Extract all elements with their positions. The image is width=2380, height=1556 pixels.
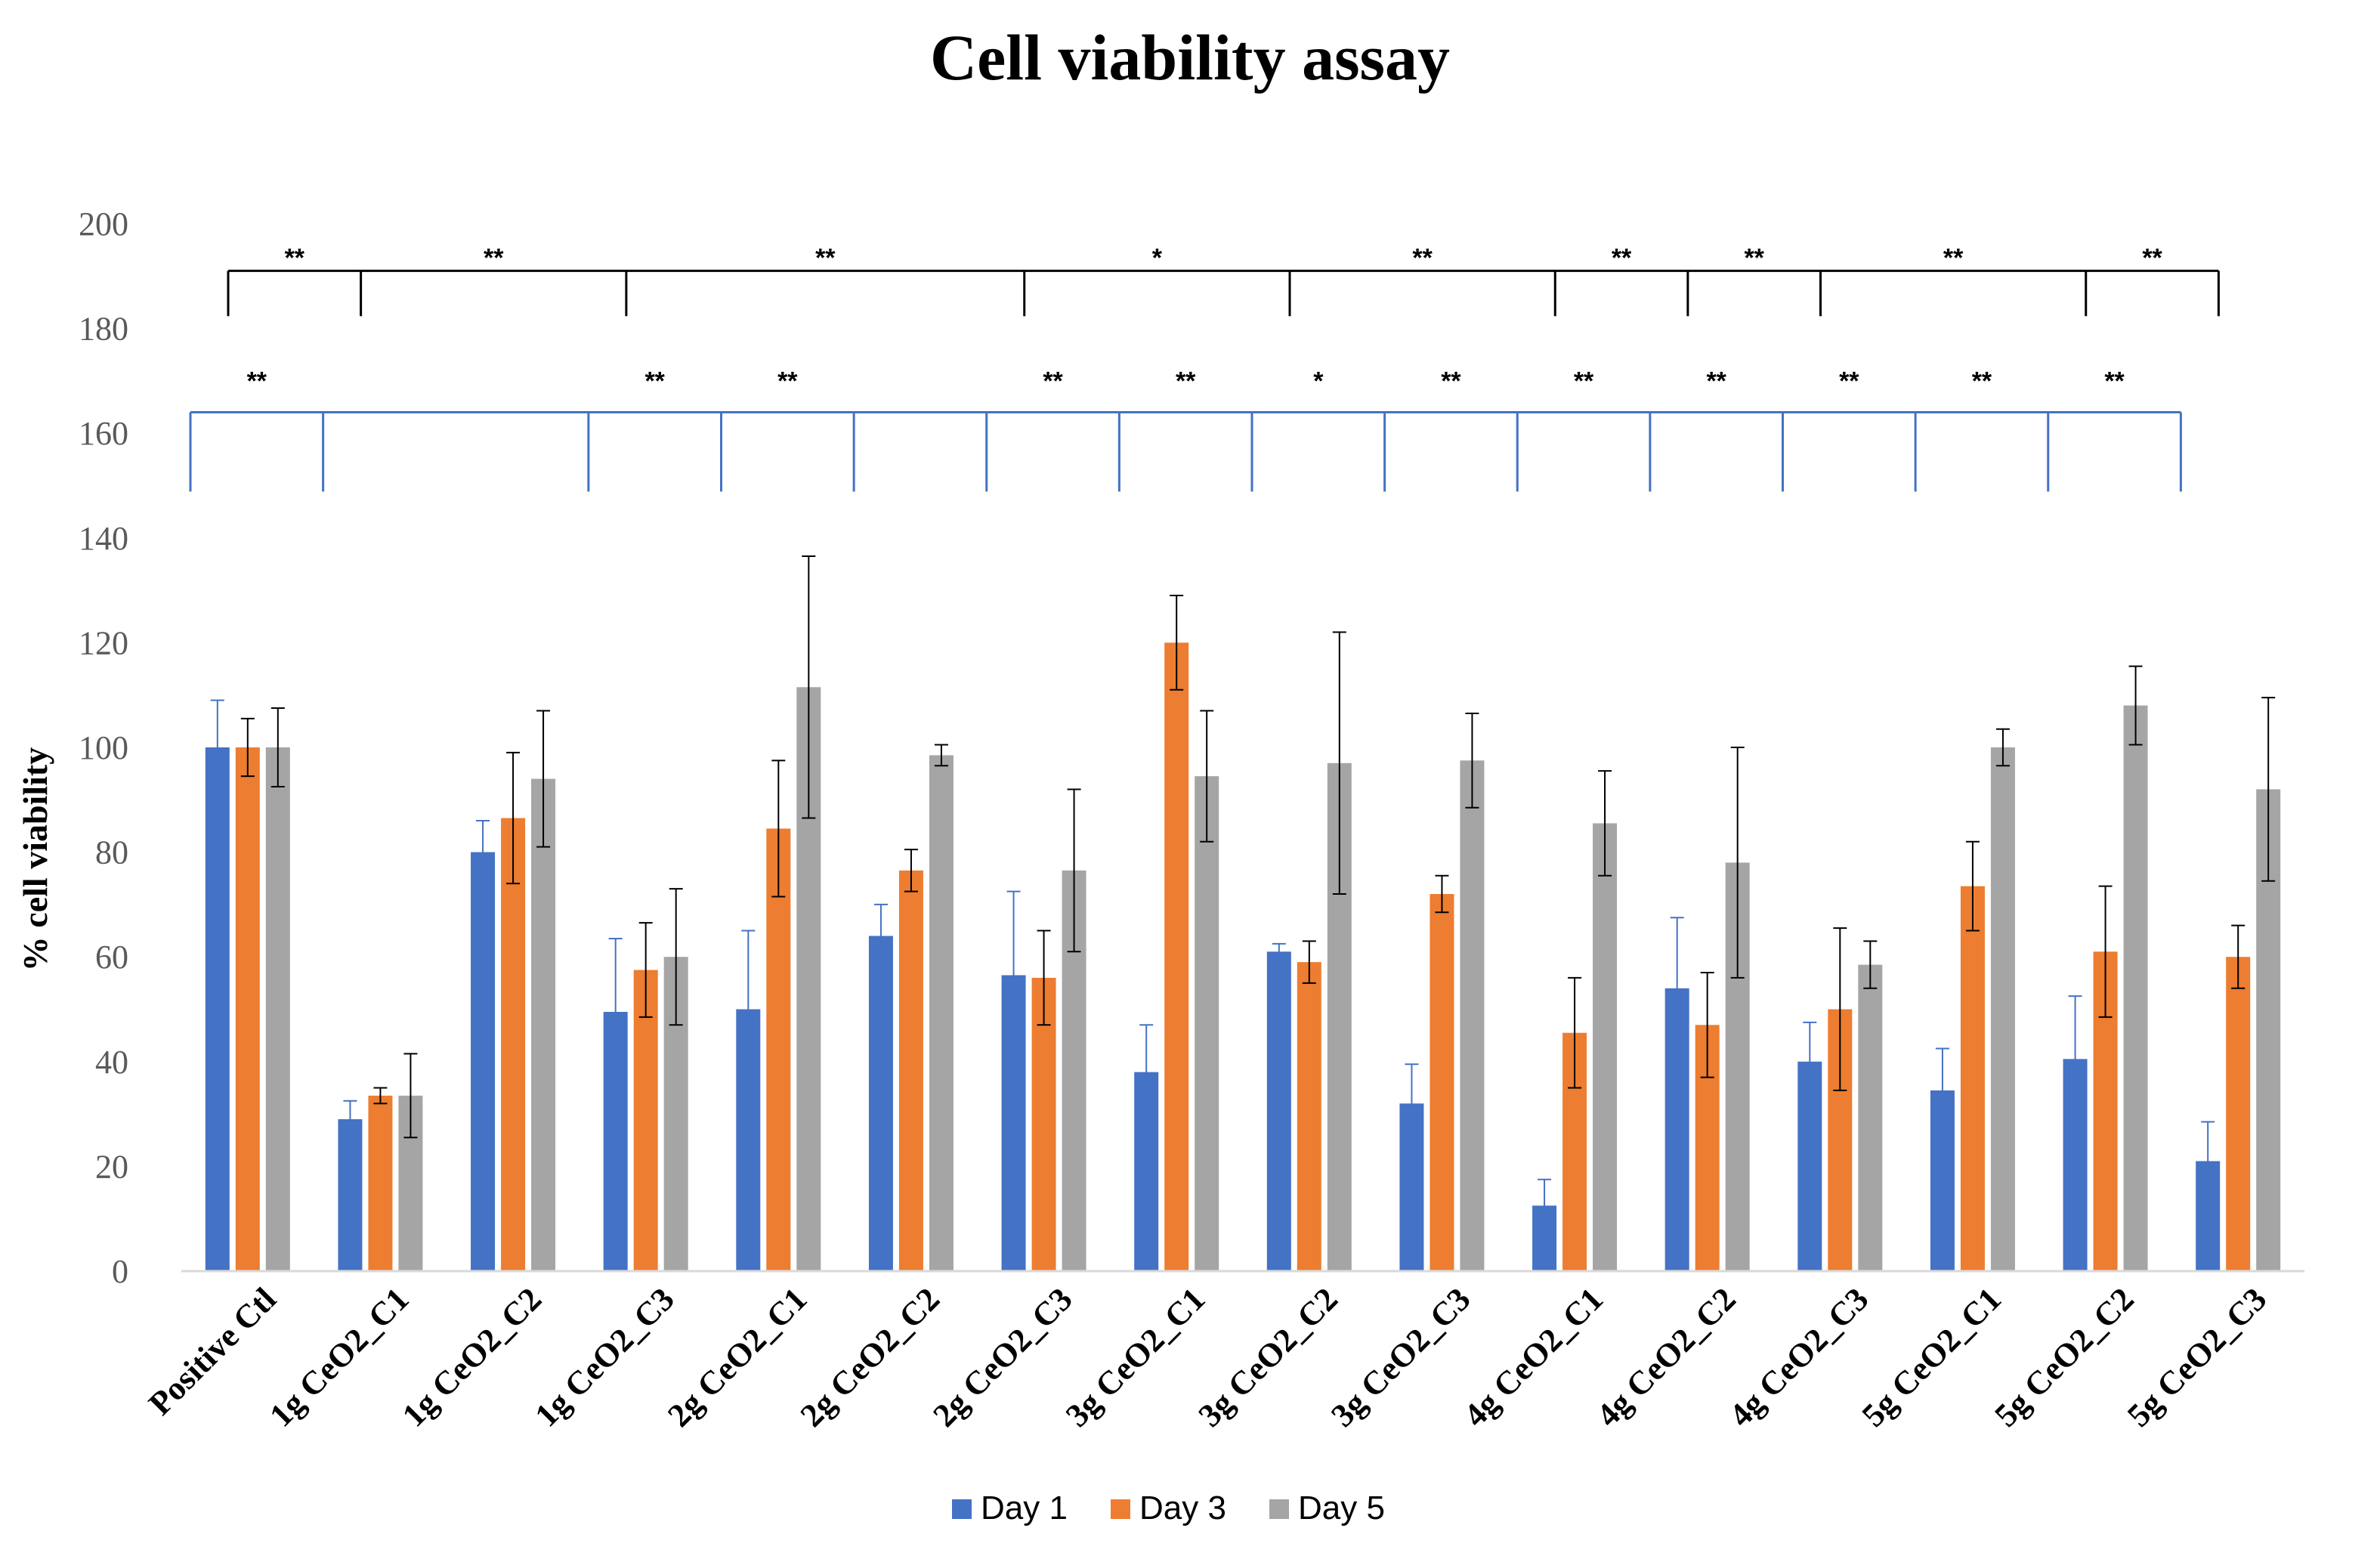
significance-label: **	[1943, 243, 1964, 272]
series-day-5	[265, 555, 2281, 1271]
y-tick-label: 80	[95, 834, 128, 871]
bar	[1266, 951, 1291, 1271]
significance-label: **	[484, 243, 504, 272]
significance-label: **	[1972, 367, 1992, 395]
bar	[633, 970, 658, 1271]
bar	[1960, 886, 1985, 1271]
bar	[1164, 642, 1189, 1271]
bar	[338, 1119, 363, 1271]
legend-swatch	[1269, 1499, 1289, 1519]
bar	[531, 778, 556, 1271]
bar	[1990, 747, 2015, 1271]
y-tick-label: 60	[95, 939, 128, 976]
series-day-1	[205, 699, 2221, 1271]
series-day-3	[235, 595, 2251, 1271]
bar-series	[205, 555, 2281, 1271]
bar	[471, 852, 496, 1271]
y-tick-label: 40	[95, 1044, 128, 1081]
bar	[501, 818, 526, 1271]
bar	[235, 747, 260, 1271]
y-tick-label: 140	[79, 520, 128, 557]
significance-label: **	[1706, 367, 1726, 395]
significance-label: **	[1612, 243, 1632, 272]
y-axis-label: % cell viability	[16, 747, 54, 971]
significance-label: **	[1176, 367, 1196, 395]
bar	[1858, 964, 1883, 1271]
bar	[766, 828, 791, 1271]
legend-item: Day 1	[952, 1489, 1068, 1527]
y-tick-label: 160	[79, 415, 128, 452]
bar	[868, 936, 893, 1271]
bar	[368, 1095, 393, 1271]
day1-brackets: ** ** ** ** ** * ** ** ** ** ** **	[189, 367, 2182, 492]
legend-label: Day 3	[1139, 1489, 1226, 1527]
significance-label: **	[1412, 243, 1433, 272]
significance-label: **	[1744, 243, 1764, 272]
significance-label: *	[1313, 367, 1324, 395]
legend-swatch	[1111, 1499, 1130, 1519]
bar	[2226, 957, 2251, 1271]
bar	[898, 870, 923, 1271]
y-tick-label: 200	[79, 206, 128, 243]
y-tick-label: 120	[79, 624, 128, 661]
significance-label: **	[2104, 367, 2125, 395]
bar	[205, 747, 230, 1271]
legend-label: Day 1	[981, 1489, 1068, 1527]
y-tick-label: 20	[95, 1148, 128, 1185]
significance-label: **	[815, 243, 836, 272]
bar	[929, 755, 954, 1271]
y-tick-label: 180	[79, 311, 128, 348]
significance-label: *	[1152, 243, 1163, 272]
significance-label: **	[285, 243, 305, 272]
bar	[1031, 977, 1056, 1271]
y-axis-ticks: 0 20 40 60 80 100 120 140 160 180 200	[79, 206, 128, 1290]
legend-swatch	[952, 1499, 972, 1519]
legend-item: Day 3	[1111, 1489, 1226, 1527]
significance-annotations: ** ** ** * ** ** ** ** **** ** ** ** ** * ** ** ** ** ** **	[189, 243, 2220, 492]
significance-label: **	[247, 367, 267, 395]
significance-label: **	[2142, 243, 2162, 272]
bar	[1195, 776, 1219, 1271]
legend: Day 1 Day 3 Day 5	[952, 1489, 1385, 1527]
chart-title: Cell viability assay	[930, 21, 1450, 94]
bar	[1593, 823, 1618, 1271]
significance-label: **	[1574, 367, 1594, 395]
y-tick-label: 0	[112, 1253, 128, 1290]
significance-label: **	[1043, 367, 1063, 395]
bar	[265, 747, 290, 1271]
significance-label: **	[777, 367, 798, 395]
bar	[2123, 705, 2148, 1271]
legend-label: Day 5	[1298, 1489, 1385, 1527]
bar	[1297, 962, 1321, 1271]
day3-brackets: ** ** ** * ** ** ** ** **	[227, 243, 2220, 317]
significance-label: **	[1839, 367, 1859, 395]
y-tick-label: 100	[79, 729, 128, 766]
legend-item: Day 5	[1269, 1489, 1385, 1527]
significance-label: **	[1441, 367, 1461, 395]
bar	[1460, 760, 1485, 1271]
significance-label: **	[644, 367, 665, 395]
bar	[1430, 894, 1454, 1271]
